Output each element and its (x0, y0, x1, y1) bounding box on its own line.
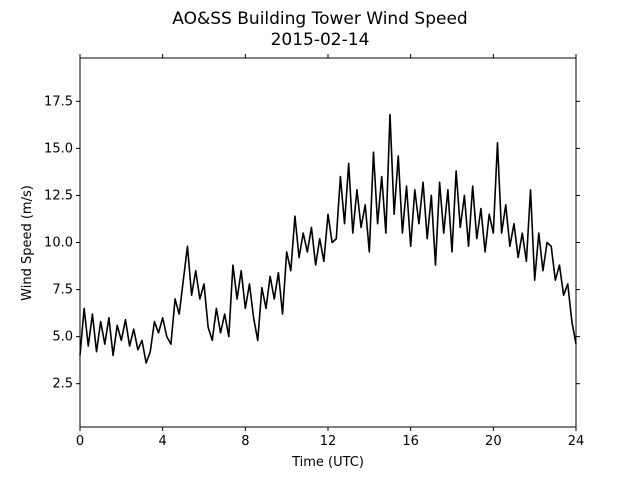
y-tick-label: 2.5 (52, 377, 73, 392)
x-tick-label: 16 (402, 434, 419, 449)
x-tick-label: 8 (241, 434, 249, 449)
chart-subtitle: 2015-02-14 (271, 30, 370, 50)
x-tick-label: 0 (76, 434, 84, 449)
x-tick-label: 12 (320, 434, 337, 449)
line-series (79, 113, 577, 364)
x-tick-label: 20 (485, 434, 502, 449)
y-tick-label: 10.0 (44, 236, 73, 251)
x-tick-label: 4 (159, 434, 167, 449)
y-tick-label: 17.5 (44, 94, 73, 109)
chart-title: AO&SS Building Tower Wind Speed (172, 9, 467, 29)
y-tick-label: 15.0 (44, 141, 73, 156)
x-axis-label: Time (UTC) (291, 455, 364, 470)
y-tick-label: 5.0 (52, 330, 73, 345)
y-tick-label: 7.5 (52, 283, 73, 298)
plot-frame (79, 57, 577, 428)
y-axis-label: Wind Speed (m/s) (20, 185, 35, 301)
y-tick-label: 12.5 (44, 188, 73, 203)
x-tick-label: 24 (568, 434, 585, 449)
